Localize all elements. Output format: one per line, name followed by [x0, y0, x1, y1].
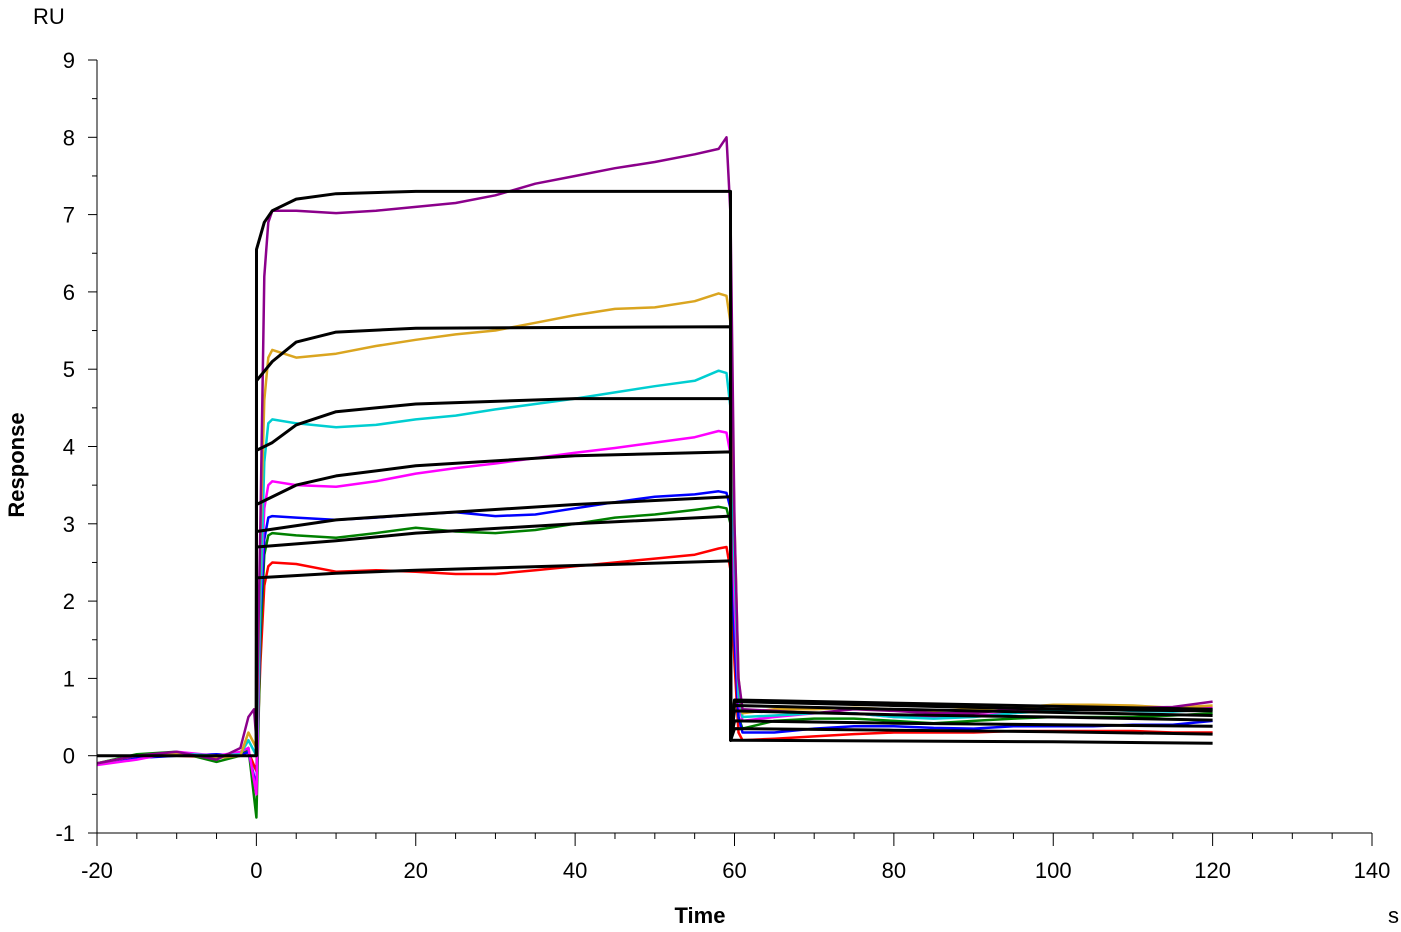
x-tick-label: 80 [882, 858, 906, 883]
y-tick-label: 2 [63, 589, 75, 614]
x-tick-label: 100 [1035, 858, 1072, 883]
x-tick-label: 140 [1354, 858, 1391, 883]
fit-curve-10 [254, 450, 1213, 756]
x-unit-label: s [1388, 903, 1399, 928]
y-tick-label: 5 [63, 357, 75, 382]
fit-curve-8 [254, 325, 1213, 756]
y-tick-label: 8 [63, 125, 75, 150]
x-tick-label: 0 [250, 858, 262, 883]
x-axis-title: Time [675, 903, 726, 928]
x-tick-label: 20 [404, 858, 428, 883]
y-tick-label: 1 [63, 666, 75, 691]
y-unit-label: RU [33, 4, 65, 29]
fit-curve-7 [97, 189, 1213, 758]
x-tick-label: -20 [81, 858, 113, 883]
y-tick-label: 9 [63, 48, 75, 73]
y-tick-label: 7 [63, 203, 75, 228]
y-tick-label: 6 [63, 280, 75, 305]
x-tick-label: 120 [1194, 858, 1231, 883]
y-tick-label: 3 [63, 512, 75, 537]
y-axis-title: Response [4, 412, 29, 517]
y-tick-label: 4 [63, 435, 75, 460]
fit-curve-12 [254, 514, 1213, 756]
fit-curve-11 [254, 495, 1213, 756]
ticks-layer: -1 0 1 2 3 4 5 6 7 8 9 -20 0 20 40 60 80 100 120 140 [55, 48, 1390, 883]
x-tick-label: 40 [563, 858, 587, 883]
y-tick-label: 0 [63, 744, 75, 769]
fit-curve-13 [254, 559, 1213, 756]
x-tick-label: 60 [722, 858, 746, 883]
y-tick-label: -1 [55, 821, 75, 846]
fit-curve-9 [254, 397, 1213, 756]
series-layer [96, 136, 1213, 819]
